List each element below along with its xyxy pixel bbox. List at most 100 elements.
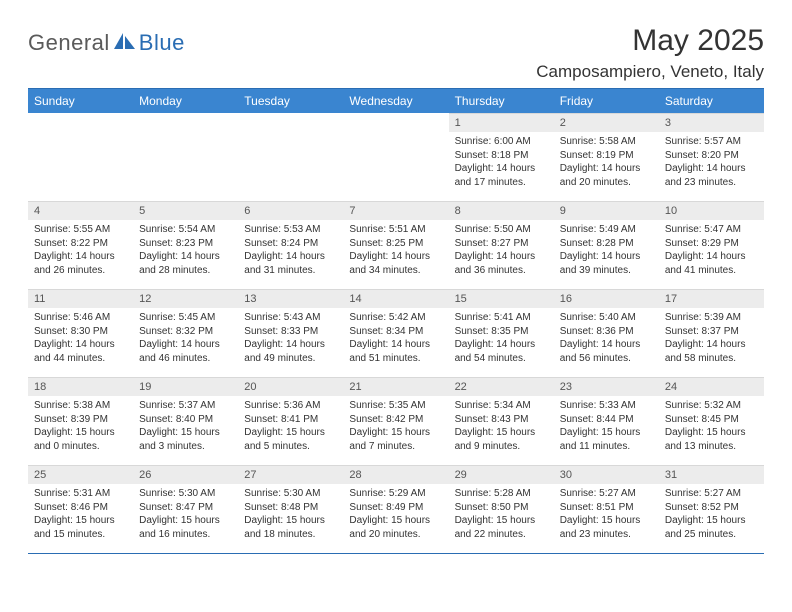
day-details: Sunrise: 5:33 AMSunset: 8:44 PMDaylight:… [554,396,659,457]
sunrise-line: Sunrise: 5:27 AM [560,487,653,501]
sunset-line: Sunset: 8:35 PM [455,325,548,339]
calendar-day-cell: 5Sunrise: 5:54 AMSunset: 8:23 PMDaylight… [133,201,238,289]
day-number: 26 [133,465,238,484]
daylight-line: Daylight: 14 hours and 31 minutes. [244,250,337,277]
calendar-week-row: 11 Sunrise: 5:46 AMSunset: 8:30 PM Dayligh… [28,289,764,377]
weekday-header: Sunday [28,89,133,114]
calendar-day-cell: 14Sunrise: 5:42 AMSunset: 8:34 PMDayligh… [343,289,448,377]
sunrise-line: Sunrise: 5:53 AM [244,223,337,237]
day-number: 8 [449,201,554,220]
page-title: May 2025 [536,24,764,58]
weekday-header: Friday [554,89,659,114]
daylight-line: Daylight: 15 hours and 13 minutes. [665,426,758,453]
calendar-day-cell: 31Sunrise: 5:27 AMSunset: 8:52 PMDayligh… [659,465,764,553]
sunset-line: Sunset: 8:36 PM [560,325,653,339]
day-details: Sunrise: 5:31 AMSunset: 8:46 PMDaylight:… [28,484,133,545]
calendar-day-cell: 29Sunrise: 5:28 AMSunset: 8:50 PMDayligh… [449,465,554,553]
sunset-line: Sunset: 8:37 PM [665,325,758,339]
daylight-line: Daylight: 15 hours and 16 minutes. [139,514,232,541]
sunrise-line: Sunrise: 5:41 AM [455,311,548,325]
day-details: Sunrise: 5:51 AMSunset: 8:25 PMDaylight:… [343,220,448,281]
day-number: 23 [554,377,659,396]
sunset-line: Sunset: 8:25 PM [349,237,442,251]
location-subtitle: Camposampiero, Veneto, Italy [536,62,764,82]
sunset-line: Sunset: 8:52 PM [665,501,758,515]
day-details: Sunrise: 5:53 AMSunset: 8:24 PMDaylight:… [238,220,343,281]
daylight-line: Daylight: 15 hours and 23 minutes. [560,514,653,541]
day-number: 16 [554,289,659,308]
sunrise-line: Sunrise: 5:42 AM [349,311,442,325]
day-number: 18 [28,377,133,396]
day-details: Sunrise: 5:34 AMSunset: 8:43 PMDaylight:… [449,396,554,457]
daylight-line: Daylight: 14 hours and 26 minutes. [34,250,127,277]
day-number: 31 [659,465,764,484]
sunrise-line: Sunrise: 5:49 AM [560,223,653,237]
weekday-header: Thursday [449,89,554,114]
day-number: 6 [238,201,343,220]
sunrise-line: Sunrise: 5:40 AM [560,311,653,325]
daylight-line: Daylight: 14 hours and 58 minutes. [665,338,758,365]
sunset-line: Sunset: 8:29 PM [665,237,758,251]
calendar-header: SundayMondayTuesdayWednesdayThursdayFrid… [28,89,764,114]
sunset-line: Sunset: 8:45 PM [665,413,758,427]
daylight-line: Daylight: 15 hours and 11 minutes. [560,426,653,453]
calendar-body: 1Sunrise: 6:00 AMSunset: 8:18 PMDaylight… [28,113,764,553]
sunset-line: Sunset: 8:30 PM [34,325,127,339]
day-details: Sunrise: 5:39 AMSunset: 8:37 PMDaylight:… [659,308,764,369]
sunset-line: Sunset: 8:18 PM [455,149,548,163]
day-number: 28 [343,465,448,484]
title-block: May 2025 Camposampiero, Veneto, Italy [536,24,764,82]
sunrise-line: Sunrise: 5:34 AM [455,399,548,413]
weekday-header: Monday [133,89,238,114]
calendar-week-row: 1Sunrise: 6:00 AMSunset: 8:18 PMDaylight… [28,113,764,201]
sunrise-line: Sunrise: 5:46 AM [34,311,127,325]
day-number: 10 [659,201,764,220]
day-number: 15 [449,289,554,308]
day-number: 9 [554,201,659,220]
day-number: 11 [28,289,133,308]
day-details: Sunrise: 5:50 AMSunset: 8:27 PMDaylight:… [449,220,554,281]
calendar-day-cell: 6Sunrise: 5:53 AMSunset: 8:24 PMDaylight… [238,201,343,289]
day-number: 13 [238,289,343,308]
daylight-line: Daylight: 15 hours and 22 minutes. [455,514,548,541]
day-number: 7 [343,201,448,220]
daylight-line: Daylight: 15 hours and 20 minutes. [349,514,442,541]
sunrise-line: Sunrise: 5:30 AM [244,487,337,501]
sunrise-line: Sunrise: 5:29 AM [349,487,442,501]
sunset-line: Sunset: 8:22 PM [34,237,127,251]
day-details: Sunrise: 5:30 AMSunset: 8:48 PMDaylight:… [238,484,343,545]
sunset-line: Sunset: 8:51 PM [560,501,653,515]
sunset-line: Sunset: 8:50 PM [455,501,548,515]
day-details: Sunrise: 5:36 AMSunset: 8:41 PMDaylight:… [238,396,343,457]
day-details: Sunrise: 5:27 AMSunset: 8:51 PMDaylight:… [554,484,659,545]
day-number: 1 [449,113,554,132]
sunrise-line: Sunrise: 5:45 AM [139,311,232,325]
logo-text-blue: Blue [139,30,185,56]
calendar-day-cell: 4Sunrise: 5:55 AMSunset: 8:22 PMDaylight… [28,201,133,289]
day-details: Sunrise: 5:37 AMSunset: 8:40 PMDaylight:… [133,396,238,457]
daylight-line: Daylight: 14 hours and 54 minutes. [455,338,548,365]
calendar-day-cell: 2Sunrise: 5:58 AMSunset: 8:19 PMDaylight… [554,113,659,201]
calendar-week-row: 18 Sunrise: 5:38 AMSunset: 8:39 PM Dayligh… [28,377,764,465]
sunset-line: Sunset: 8:39 PM [34,413,127,427]
sunrise-line: Sunrise: 5:50 AM [455,223,548,237]
calendar-week-row: 25Sunrise: 5:31 AMSunset: 8:46 PMDayligh… [28,465,764,553]
daylight-line: Daylight: 15 hours and 9 minutes. [455,426,548,453]
calendar-day-cell [343,113,448,201]
calendar-day-cell: 19Sunrise: 5:37 AMSunset: 8:40 PMDayligh… [133,377,238,465]
daylight-line: Daylight: 14 hours and 28 minutes. [139,250,232,277]
calendar-day-cell: 7Sunrise: 5:51 AMSunset: 8:25 PMDaylight… [343,201,448,289]
daylight-line: Daylight: 15 hours and 25 minutes. [665,514,758,541]
calendar-day-cell: 13Sunrise: 5:43 AMSunset: 8:33 PMDayligh… [238,289,343,377]
day-details: Sunrise: 5:30 AMSunset: 8:47 PMDaylight:… [133,484,238,545]
sunrise-line: Sunrise: 5:30 AM [139,487,232,501]
sunrise-line: Sunrise: 5:38 AM [34,399,127,413]
calendar-day-cell: 18Sunrise: 5:38 AMSunset: 8:39 PMDayligh… [28,377,133,465]
calendar-week-row: 4Sunrise: 5:55 AMSunset: 8:22 PMDaylight… [28,201,764,289]
sunrise-line: Sunrise: 5:31 AM [34,487,127,501]
sunset-line: Sunset: 8:48 PM [244,501,337,515]
day-details: Sunrise: 5:35 AMSunset: 8:42 PMDaylight:… [343,396,448,457]
daylight-line: Daylight: 14 hours and 46 minutes. [139,338,232,365]
daylight-line: Daylight: 14 hours and 51 minutes. [349,338,442,365]
calendar-day-cell: 22Sunrise: 5:34 AMSunset: 8:43 PMDayligh… [449,377,554,465]
